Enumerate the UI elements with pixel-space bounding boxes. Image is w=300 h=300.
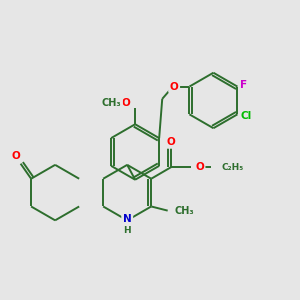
Text: O: O <box>167 137 176 147</box>
Text: F: F <box>240 80 247 90</box>
Text: O: O <box>121 98 130 108</box>
Text: CH₃: CH₃ <box>175 206 194 216</box>
Text: Cl: Cl <box>241 111 252 121</box>
Text: N: N <box>123 214 132 224</box>
Text: O: O <box>170 82 178 92</box>
Text: H: H <box>123 226 131 235</box>
Text: O: O <box>11 151 20 161</box>
Text: O: O <box>195 162 204 172</box>
Text: CH₃: CH₃ <box>102 98 122 108</box>
Text: C₂H₅: C₂H₅ <box>222 163 244 172</box>
